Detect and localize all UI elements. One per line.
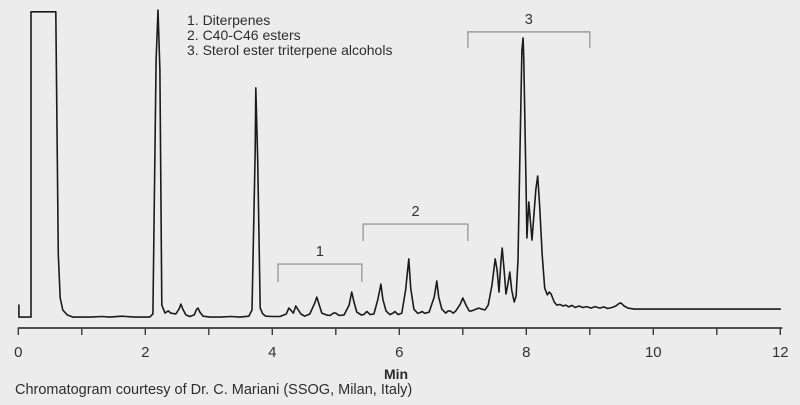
peak-group-bracket-3	[467, 31, 591, 48]
x-axis-tick-label: 10	[645, 344, 662, 361]
peak-group-number-2: 2	[411, 204, 419, 220]
x-axis-title: Min	[383, 366, 409, 382]
x-axis-tick-label: 2	[141, 344, 149, 361]
legend-line-1: 1. Diterpenes	[187, 12, 271, 28]
figure-caption: Chromatogram courtesy of Dr. C. Mariani …	[15, 382, 413, 398]
legend-line-2: 2. C40-C46 esters	[187, 27, 301, 44]
peak-group-number-1: 1	[316, 244, 324, 260]
x-axis-tick-label: 0	[14, 344, 22, 361]
x-axis-tick-label: 4	[268, 344, 276, 361]
x-axis-tick-label: 12	[772, 344, 789, 361]
x-axis-tick-label: 6	[395, 344, 403, 361]
legend-line-3: 3. Sterol ester triterpene alcohols	[187, 42, 393, 59]
peak-group-number-3: 3	[525, 12, 533, 28]
chromatogram-trace	[18, 9, 782, 318]
x-axis-tick-label: 8	[522, 344, 530, 361]
peak-group-bracket-2	[362, 223, 469, 241]
peak-group-bracket-1	[277, 263, 363, 282]
peak-legend: 1. Diterpenes 2. C40-C46 esters 3. Stero…	[187, 12, 393, 59]
